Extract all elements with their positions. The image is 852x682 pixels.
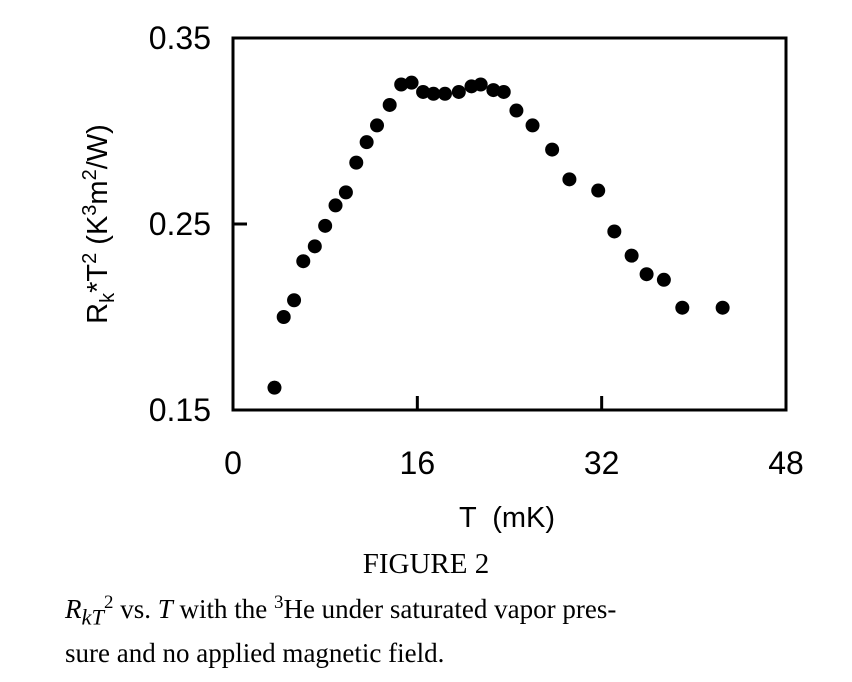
x-tick-label: 0	[224, 445, 242, 481]
figure-label: FIGURE 2	[362, 548, 490, 580]
data-point	[338, 185, 353, 200]
caption-line-1: RkT2 vs. T with the 3He under saturated …	[65, 592, 617, 630]
data-point	[382, 97, 397, 112]
y-tick-label: 0.35	[149, 20, 211, 56]
x-axis-label: T (mK)	[459, 502, 555, 534]
data-point	[404, 75, 419, 90]
y-tick-label: 0.15	[149, 392, 211, 428]
data-point	[287, 293, 302, 308]
data-point	[307, 239, 322, 254]
caption-line-2: sure and no applied magnetic field.	[65, 638, 445, 669]
data-point	[496, 84, 511, 99]
data-point	[607, 224, 622, 239]
data-point	[624, 248, 639, 263]
x-ticks: 0 16 32 48	[224, 396, 804, 481]
data-point	[486, 83, 501, 98]
data-point	[296, 254, 311, 269]
data-point	[359, 135, 374, 150]
x-tick-label: 16	[400, 445, 436, 481]
data-point	[318, 218, 333, 233]
scatter-chart: 0 16 32 48 0.15 0.25 0.35 T (mK) Rk*T2 (K3m2/…	[79, 20, 804, 534]
y-axis-label: Rk*T2 (K3m2/W)	[79, 124, 119, 324]
x-tick-label: 32	[584, 445, 620, 481]
data-point	[437, 86, 452, 101]
data-point	[591, 183, 606, 198]
data-point	[509, 103, 524, 118]
data-point	[675, 300, 690, 315]
data-point	[715, 300, 730, 315]
y-tick-label: 0.25	[149, 206, 211, 242]
data-points	[267, 75, 730, 395]
data-point	[416, 84, 431, 99]
data-point	[451, 84, 466, 99]
data-point	[525, 118, 540, 133]
data-point	[562, 172, 577, 187]
y-ticks: 0.15 0.25 0.35	[149, 20, 247, 428]
data-point	[426, 86, 441, 101]
data-point	[328, 198, 343, 213]
x-tick-label: 48	[768, 445, 804, 481]
data-point	[656, 272, 671, 287]
data-point	[639, 267, 654, 282]
data-point	[267, 380, 282, 395]
data-point	[473, 77, 488, 92]
data-point	[349, 155, 364, 170]
figure-caption: RkT2 vs. T with the 3He under saturated …	[65, 584, 825, 672]
data-point	[370, 118, 385, 133]
data-point	[545, 142, 560, 157]
data-point	[394, 77, 409, 92]
data-point	[276, 310, 291, 324]
